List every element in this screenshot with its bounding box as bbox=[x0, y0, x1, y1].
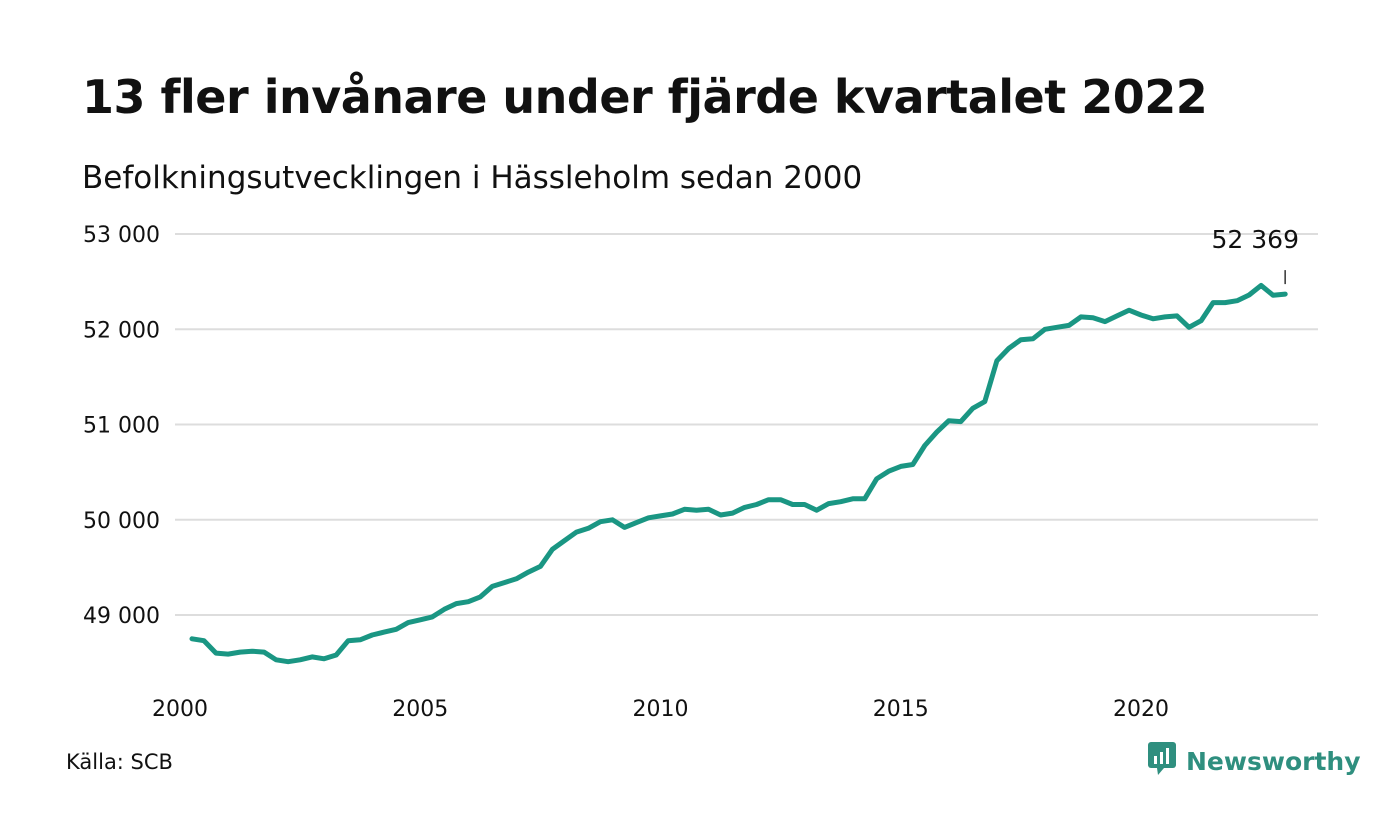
y-tick-label: 52 000 bbox=[83, 318, 160, 343]
y-axis: 49 000 50 000 51 000 52 000 53 000 bbox=[83, 223, 160, 629]
x-tick-label: 2015 bbox=[873, 697, 929, 722]
y-tick-label: 49 000 bbox=[83, 604, 160, 629]
grid-lines bbox=[175, 233, 1318, 616]
brand-name: Newsworthy bbox=[1186, 746, 1361, 776]
y-tick-label: 53 000 bbox=[83, 223, 160, 248]
x-tick-label: 2000 bbox=[152, 697, 208, 722]
newsworthy-logo-icon bbox=[1148, 742, 1178, 780]
last-value-label: 52 369 bbox=[1212, 225, 1299, 254]
series-line bbox=[189, 282, 1288, 665]
x-tick-label: 2010 bbox=[633, 697, 689, 722]
series bbox=[189, 282, 1288, 665]
chart-subtitle: Befolkningsutvecklingen i Hässleholm sed… bbox=[82, 160, 863, 196]
x-tick-label: 2020 bbox=[1113, 697, 1169, 722]
y-tick-label: 51 000 bbox=[83, 414, 160, 439]
annotations: 52 369 bbox=[1212, 225, 1299, 285]
x-tick-label: 2005 bbox=[392, 697, 448, 722]
page-title: 13 fler invånare under fjärde kvartalet … bbox=[82, 70, 1208, 124]
x-axis: 2000 2005 2010 2015 2020 bbox=[152, 697, 1169, 722]
y-tick-label: 50 000 bbox=[83, 509, 160, 534]
source-note: Källa: SCB bbox=[66, 750, 173, 774]
brand-logo[interactable]: Newsworthy bbox=[1148, 742, 1361, 780]
